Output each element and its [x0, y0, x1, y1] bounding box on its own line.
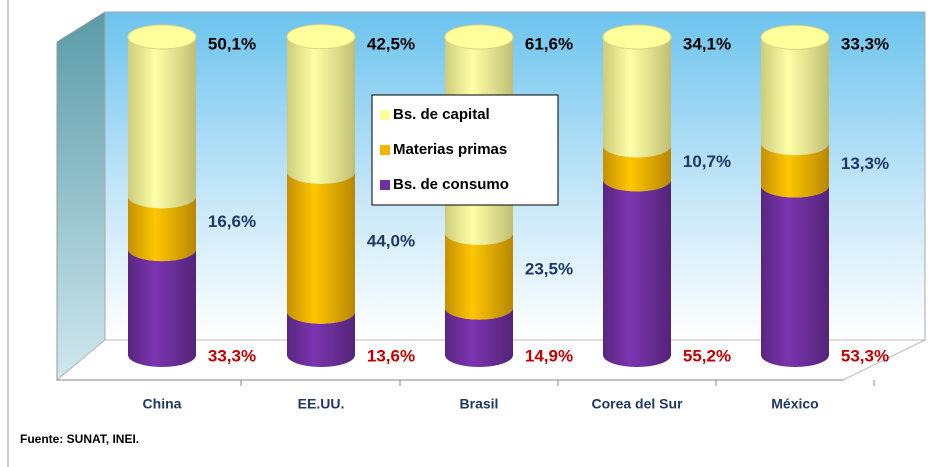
value-label: 14,9% — [525, 346, 573, 365]
cylinder-segment — [761, 37, 829, 156]
x-tick-label: EE.UU. — [298, 396, 345, 412]
value-label: 13,6% — [367, 346, 415, 365]
legend — [371, 94, 559, 206]
legend-swatch — [380, 180, 390, 190]
value-label: 13,3% — [841, 154, 889, 173]
cylinder-segment — [761, 143, 829, 198]
cylinder-segment — [287, 36, 355, 184]
value-label: 34,1% — [683, 34, 731, 53]
cylinder-segment — [287, 311, 355, 367]
cylinder-segment — [128, 196, 196, 262]
value-label: 33,3% — [841, 34, 889, 53]
legend-swatch — [380, 110, 390, 120]
cylinder-segment — [603, 179, 671, 367]
cylinder-segment — [287, 171, 355, 324]
value-label: 10,7% — [683, 152, 731, 171]
bars — [127, 24, 830, 367]
cylinder-segment — [761, 185, 829, 367]
cylinder-segment — [445, 232, 513, 320]
x-tick-label: Corea del Sur — [591, 396, 683, 412]
x-tick-label: Brasil — [460, 396, 499, 412]
cylinder-segment — [603, 37, 671, 158]
x-tick-label: China — [143, 396, 182, 412]
legend-label: Materias primas — [393, 141, 507, 158]
value-label: 61,6% — [525, 34, 573, 53]
legend-label: Bs. de capital — [393, 106, 490, 123]
cylinder-top — [444, 24, 514, 50]
value-label: 50,1% — [208, 34, 256, 53]
value-label: 53,3% — [841, 346, 889, 365]
cylinder-top — [286, 24, 356, 50]
value-label: 33,3% — [208, 346, 256, 365]
value-label: 42,5% — [367, 34, 415, 53]
source: Fuente: SUNAT, INEI. — [20, 432, 139, 446]
value-label: 44,0% — [367, 231, 415, 250]
x-tick-label: México — [771, 396, 818, 412]
side-wall — [56, 11, 106, 382]
value-label: 23,5% — [525, 260, 573, 279]
value-label: 16,6% — [208, 212, 256, 231]
cylinder-segment — [128, 249, 196, 367]
cylinder-segment — [445, 307, 513, 367]
value-label: 55,2% — [683, 346, 731, 365]
cylinder-top — [760, 24, 830, 50]
cylinder-segment — [128, 37, 196, 209]
cylinder-top — [127, 24, 197, 50]
legend-label: Bs. de consumo — [393, 176, 509, 193]
cylinder-top — [602, 24, 672, 50]
legend-swatch — [380, 145, 390, 155]
cylinder-segment — [603, 145, 671, 192]
